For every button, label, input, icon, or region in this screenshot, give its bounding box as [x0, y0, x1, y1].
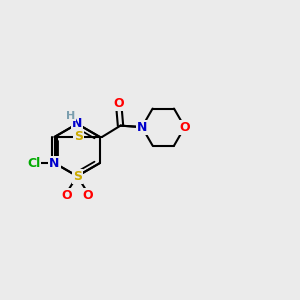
Text: N: N: [49, 157, 60, 169]
Text: N: N: [137, 121, 147, 134]
Text: H: H: [66, 110, 75, 121]
Text: S: S: [74, 130, 83, 143]
Text: O: O: [179, 121, 190, 134]
Text: Cl: Cl: [27, 157, 40, 169]
Text: N: N: [137, 121, 147, 134]
Text: O: O: [114, 97, 124, 110]
Text: S: S: [73, 170, 82, 183]
Text: O: O: [82, 189, 93, 202]
Text: N: N: [72, 117, 83, 130]
Text: O: O: [61, 189, 72, 202]
